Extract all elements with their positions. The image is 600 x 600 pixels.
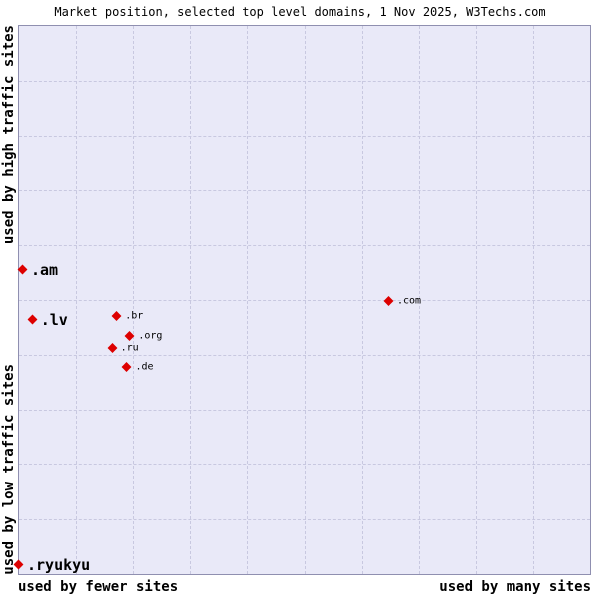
grid-line-horizontal (19, 245, 590, 247)
diamond-marker-icon (124, 330, 135, 341)
grid-line-horizontal (19, 409, 590, 411)
x-axis-label-fewer-sites: used by fewer sites (18, 579, 179, 595)
grid-line-horizontal (19, 80, 590, 82)
grid-line-horizontal (19, 300, 590, 301)
grid-line-horizontal (19, 519, 590, 521)
point-label: .org (138, 330, 163, 342)
diamond-marker-icon (27, 314, 38, 325)
point-label: .am (30, 260, 59, 279)
point-label: .com (397, 295, 422, 307)
y-axis-label-low-traffic: used by low traffic sites (1, 364, 17, 575)
data-point-lv: .lv (27, 310, 68, 329)
point-label: .ru (120, 342, 139, 354)
data-point-br: .br (111, 310, 144, 322)
plot-area: .am .lv .br .com .org .ru .de .ryukyu (13, 25, 591, 575)
diamond-marker-icon (383, 296, 394, 307)
grid-line-horizontal (19, 135, 590, 137)
grid-line-horizontal (19, 190, 590, 192)
data-point-ru: .ru (107, 342, 139, 354)
data-point-ryukyu: .ryukyu (13, 555, 91, 574)
point-label: .ryukyu (27, 555, 91, 574)
diamond-marker-icon (17, 264, 28, 275)
point-label: .de (135, 361, 154, 373)
diamond-marker-icon (122, 361, 132, 372)
data-point-org: .org (124, 330, 163, 342)
chart-title: Market position, selected top level doma… (54, 5, 546, 19)
point-label: .br (125, 310, 144, 322)
diamond-marker-icon (107, 342, 118, 353)
data-point-de: .de (122, 361, 154, 373)
data-point-com: .com (383, 295, 422, 307)
x-axis-label-many-sites: used by many sites (439, 579, 591, 595)
grid-line-horizontal (19, 354, 590, 356)
grid-line-horizontal (19, 464, 590, 466)
point-label: .lv (40, 310, 68, 329)
diamond-marker-icon (111, 310, 122, 321)
y-axis-label-high-traffic: used by high traffic sites (1, 25, 17, 245)
data-point-am: .am (17, 260, 59, 279)
